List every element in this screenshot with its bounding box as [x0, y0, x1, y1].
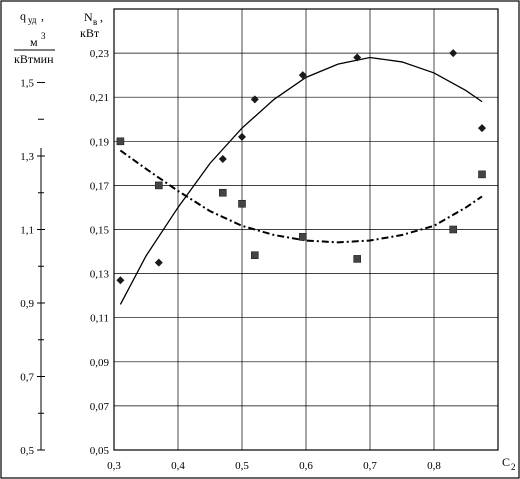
y-right-tick-label: 0,23: [90, 48, 110, 60]
plot-area-frame: [113, 8, 499, 451]
y-axis-left-title: q уд , м 3 кВтмин: [14, 9, 55, 66]
power-data-point: [250, 95, 259, 104]
power-data-point: [478, 124, 486, 133]
y-right-tick-label: 0,05: [90, 445, 110, 457]
power-data-point: [353, 53, 362, 62]
y-right-tick-label: 0,13: [90, 269, 110, 281]
specific-consumption-data-point: [116, 137, 125, 146]
power-data-point: [116, 276, 125, 285]
y-left-tick-label: 0,9: [20, 298, 34, 310]
y-axis-left-label-comma: ,: [41, 9, 44, 23]
x-tick-label: 0,8: [427, 460, 441, 472]
x-tick-label: 0,6: [299, 460, 313, 472]
y-left-tick-label: 1,3: [20, 151, 34, 163]
specific-consumption-data-point: [155, 181, 163, 190]
y-right-tick-label: 0,19: [90, 136, 110, 148]
x-axis-title: C 2: [502, 455, 516, 472]
y-left-tick-label: 0,7: [20, 372, 34, 384]
x-axis-label-subscript: 2: [511, 462, 516, 472]
x-tick-label: 0,3: [107, 460, 121, 472]
y-right-tick-label: 0,17: [90, 180, 110, 192]
x-tick-label: 0,5: [235, 460, 249, 472]
specific-consumption-data-point: [478, 170, 486, 179]
x-tick-label: 0,4: [171, 460, 185, 472]
tick-labels-layer: 0,3 0,4 0,5 0,6 0,7 0,8 0,05 0,07 0,09 0,11 0,13 0,…: [20, 48, 441, 472]
y-right-tick-label: 0,15: [90, 225, 110, 237]
y-right-tick-label: 0,09: [90, 357, 110, 369]
y-axis-left-label: q: [20, 9, 26, 23]
y-left-tick-label: 1,1: [20, 225, 34, 237]
specific-consumption-data-point: [219, 188, 227, 197]
y-right-tick-label: 0,11: [90, 313, 109, 325]
y-axis-right-label-comma: ,: [100, 10, 103, 24]
y-right-tick-label: 0,07: [90, 401, 110, 413]
power-data-point: [218, 154, 227, 163]
y-axis-right-label: N: [84, 10, 93, 24]
y-right-tick-label: 0,21: [90, 92, 109, 104]
y-axis-right-title: N в , кВт: [80, 10, 103, 40]
specific-consumption-data-point: [449, 225, 458, 234]
y-axis-left-label-subscript: уд: [28, 15, 37, 25]
trend-lines-layer: [119, 56, 483, 305]
y-axis-right-unit: кВт: [80, 26, 100, 40]
power-data-point: [238, 132, 246, 141]
specific-consumption-data-point: [298, 233, 307, 241]
power-data-point: [298, 71, 307, 80]
y-left-tick-label: 0,5: [20, 445, 34, 457]
axes-layer: [37, 8, 499, 451]
specific-consumption-data-point: [251, 251, 259, 260]
x-tick-label: 0,7: [363, 460, 377, 472]
power-data-point: [154, 258, 163, 267]
power-data-point: [449, 49, 458, 58]
y-axis-right-label-subscript: в: [93, 17, 97, 27]
y-axis-left-unit-superscript: 3: [41, 31, 46, 41]
specific-consumption-data-point: [353, 255, 362, 263]
y-axis-left-unit-bottom: кВтмин: [14, 52, 54, 66]
grid-layer: [114, 9, 498, 450]
power-trend-line: [119, 56, 483, 305]
y-left-tick-label: 1,5: [20, 78, 34, 90]
data-markers-layer: [116, 49, 486, 285]
specific-consumption-trend-line: [119, 149, 483, 244]
y-axis-left-unit-top: м: [30, 35, 38, 49]
specific-consumption-data-point: [238, 199, 246, 208]
x-axis-label: C: [502, 455, 510, 469]
